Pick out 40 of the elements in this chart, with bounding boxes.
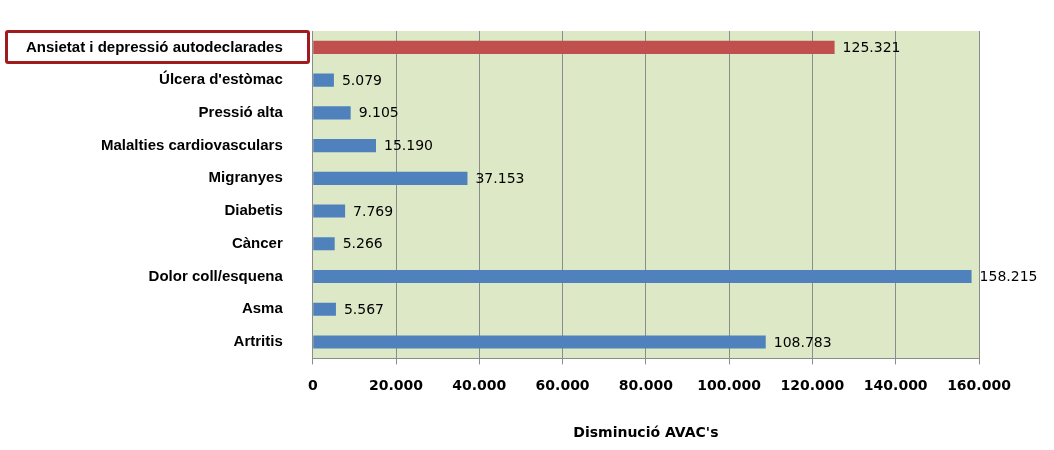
x-tick-label: 80.000 — [618, 377, 674, 394]
x-tick-label: 0 — [307, 377, 318, 394]
bar — [313, 171, 468, 185]
data-label: 9.105 — [358, 104, 399, 121]
y-tick-label: Càncer — [231, 233, 283, 251]
x-tick-label: 20.000 — [369, 377, 424, 394]
y-tick-label: Migranyes — [208, 168, 283, 186]
y-tick-label: Diabetis — [224, 201, 283, 219]
data-label: 7.769 — [353, 202, 394, 219]
bar — [313, 106, 351, 120]
y-tick-label: Pressió alta — [198, 102, 284, 120]
data-label: 108.783 — [773, 333, 832, 350]
x-tick-label: 100.000 — [697, 377, 762, 394]
x-tick-label: 60.000 — [535, 377, 590, 394]
data-label: 5.567 — [343, 300, 385, 317]
y-tick-label: Malalties cardiovasculars — [100, 135, 283, 153]
bar — [313, 204, 346, 218]
bar — [313, 335, 766, 349]
data-label: 158.215 — [979, 268, 1038, 285]
bar — [313, 73, 334, 87]
x-axis-title: Disminució AVAC's — [573, 424, 719, 441]
y-tick-label: Úlcera d'estòmac — [159, 70, 283, 88]
data-label: 5.266 — [342, 235, 383, 252]
y-tick-label: Ansietat i depressió autodeclarades — [25, 37, 283, 55]
x-tick-label: 140.000 — [863, 377, 928, 394]
x-tick-label: 120.000 — [780, 377, 845, 394]
bar — [313, 302, 336, 316]
bar — [313, 40, 835, 54]
data-label: 37.153 — [475, 169, 525, 186]
data-label: 15.190 — [384, 137, 434, 154]
bar — [313, 270, 972, 284]
y-tick-label: Asma — [241, 299, 284, 317]
data-label: 125.321 — [842, 39, 901, 56]
x-tick-label: 40.000 — [452, 377, 507, 394]
data-label: 5.079 — [341, 71, 382, 88]
y-tick-label: Dolor coll/esquena — [148, 266, 284, 284]
bar — [313, 139, 377, 153]
bar — [313, 237, 335, 251]
y-tick-label: Artritis — [233, 332, 283, 350]
x-tick-label: 160.000 — [947, 377, 1012, 394]
